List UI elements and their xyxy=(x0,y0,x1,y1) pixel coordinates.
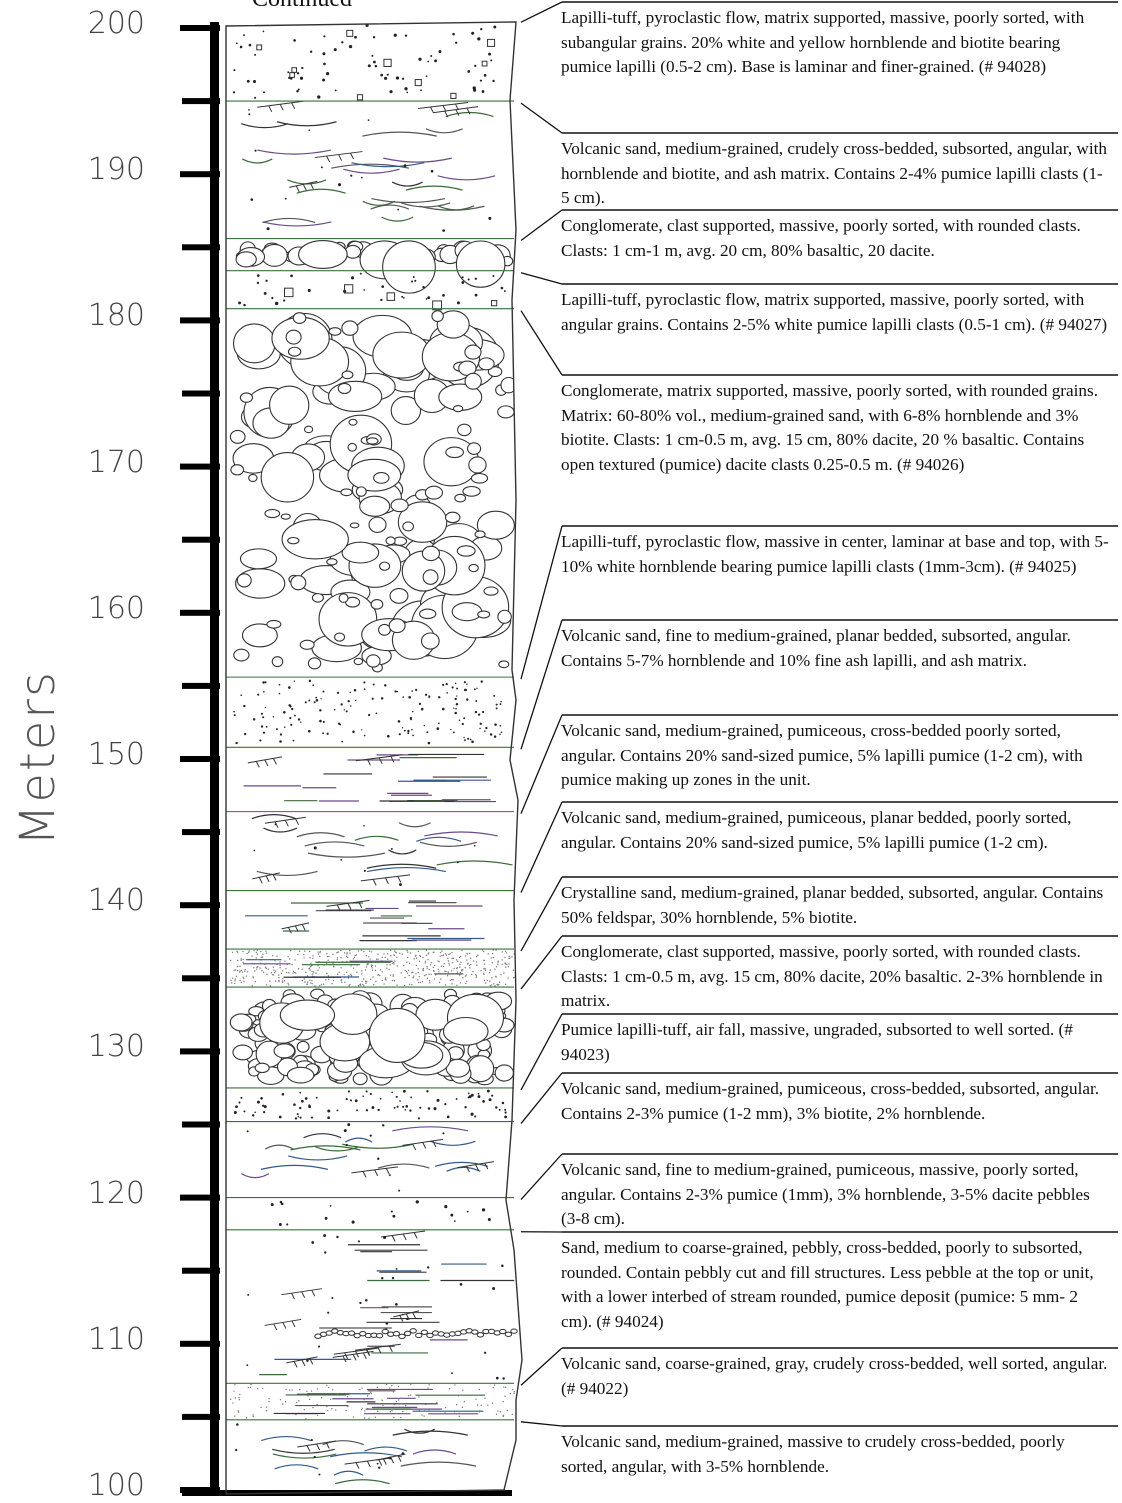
leader-line-u200 xyxy=(521,2,562,22)
leader-line-u182 xyxy=(521,273,562,284)
unit-description-u185: Conglomerate, clast supported, massive, … xyxy=(561,214,1109,263)
y-tick-label-130: 130 xyxy=(75,1032,145,1062)
tick-185 xyxy=(182,244,220,250)
unit-description-u145: Volcanic sand, medium-grained, pumiceous… xyxy=(561,719,1109,793)
unit-description-u182: Lapilli-tuff, pyroclastic flow, matrix s… xyxy=(561,288,1109,337)
lithology-patterns xyxy=(230,24,517,1484)
tick-150 xyxy=(180,756,220,762)
leader-line-u123 xyxy=(521,1073,562,1124)
y-tick-label-120: 120 xyxy=(75,1179,145,1209)
leader-line-u140 xyxy=(521,802,562,893)
unit-description-u155: Lapilli-tuff, pyroclastic flow, massive … xyxy=(561,530,1109,579)
tick-160 xyxy=(180,610,220,616)
unit-description-u123: Volcanic sand, medium-grained, pumiceous… xyxy=(561,1077,1109,1126)
leader-line-u106 xyxy=(521,1348,562,1385)
axis-ticks xyxy=(180,25,220,1493)
leader-line-u185 xyxy=(521,210,562,241)
y-tick-label-110: 110 xyxy=(75,1325,145,1355)
tick-135 xyxy=(182,975,220,981)
y-tick-label-170: 170 xyxy=(75,448,145,478)
unit-description-u200: Lapilli-tuff, pyroclastic flow, matrix s… xyxy=(561,6,1109,80)
tick-125 xyxy=(182,1122,220,1128)
unit-description-u113: Sand, medium to coarse-grained, pebbly, … xyxy=(561,1236,1109,1334)
leader-line-u170 xyxy=(521,311,562,375)
leader-line-u190 xyxy=(521,103,562,133)
leader-line-u119 xyxy=(521,1154,562,1200)
tick-155 xyxy=(182,683,220,689)
leader-line-u131 xyxy=(521,936,562,989)
y-tick-label-140: 140 xyxy=(75,886,145,916)
tick-165 xyxy=(182,537,220,543)
y-tick-label-200: 200 xyxy=(75,9,145,39)
unit-description-u131: Conglomerate, clast supported, massive, … xyxy=(561,940,1109,1014)
y-tick-label-160: 160 xyxy=(75,594,145,624)
unit-description-u136: Crystalline sand, medium-grained, planar… xyxy=(561,881,1109,930)
tick-110 xyxy=(180,1341,220,1347)
continued-caption: Continued xyxy=(252,0,352,13)
leader-line-u136 xyxy=(521,877,562,951)
tick-200 xyxy=(180,25,220,31)
tick-170 xyxy=(180,464,220,470)
y-tick-label-180: 180 xyxy=(75,301,145,331)
unit-description-u106: Volcanic sand, coarse-grained, gray, cru… xyxy=(561,1352,1109,1401)
y-tick-label-190: 190 xyxy=(75,155,145,185)
unit-description-u102: Volcanic sand, medium-grained, massive t… xyxy=(561,1430,1109,1479)
unit-description-u150: Volcanic sand, fine to medium-grained, p… xyxy=(561,624,1109,673)
tick-145 xyxy=(182,829,220,835)
tick-105 xyxy=(182,1414,220,1420)
leader-line-u155 xyxy=(521,526,562,679)
tick-140 xyxy=(180,902,220,908)
unit-description-u140: Volcanic sand, medium-grained, pumiceous… xyxy=(561,806,1109,855)
tick-115 xyxy=(182,1268,220,1274)
tick-100 xyxy=(180,1487,220,1493)
tick-190 xyxy=(180,171,220,177)
y-tick-label-100: 100 xyxy=(75,1471,145,1501)
tick-130 xyxy=(180,1048,220,1054)
unit-description-u119: Volcanic sand, fine to medium-grained, p… xyxy=(561,1158,1109,1232)
y-axis-title: Meters xyxy=(10,658,66,858)
unit-description-u127: Pumice lapilli-tuff, air fall, massive, … xyxy=(561,1018,1109,1067)
unit-description-u190: Volcanic sand, medium-grained, crudely c… xyxy=(561,137,1109,211)
leader-line-u127 xyxy=(521,1014,562,1090)
tick-175 xyxy=(182,391,220,397)
unit-description-u170: Conglomerate, matrix supported, massive,… xyxy=(561,379,1109,477)
tick-195 xyxy=(182,98,220,104)
tick-120 xyxy=(180,1195,220,1201)
y-tick-label-150: 150 xyxy=(75,740,145,770)
leader-line-u102 xyxy=(521,1422,562,1426)
tick-180 xyxy=(180,317,220,323)
